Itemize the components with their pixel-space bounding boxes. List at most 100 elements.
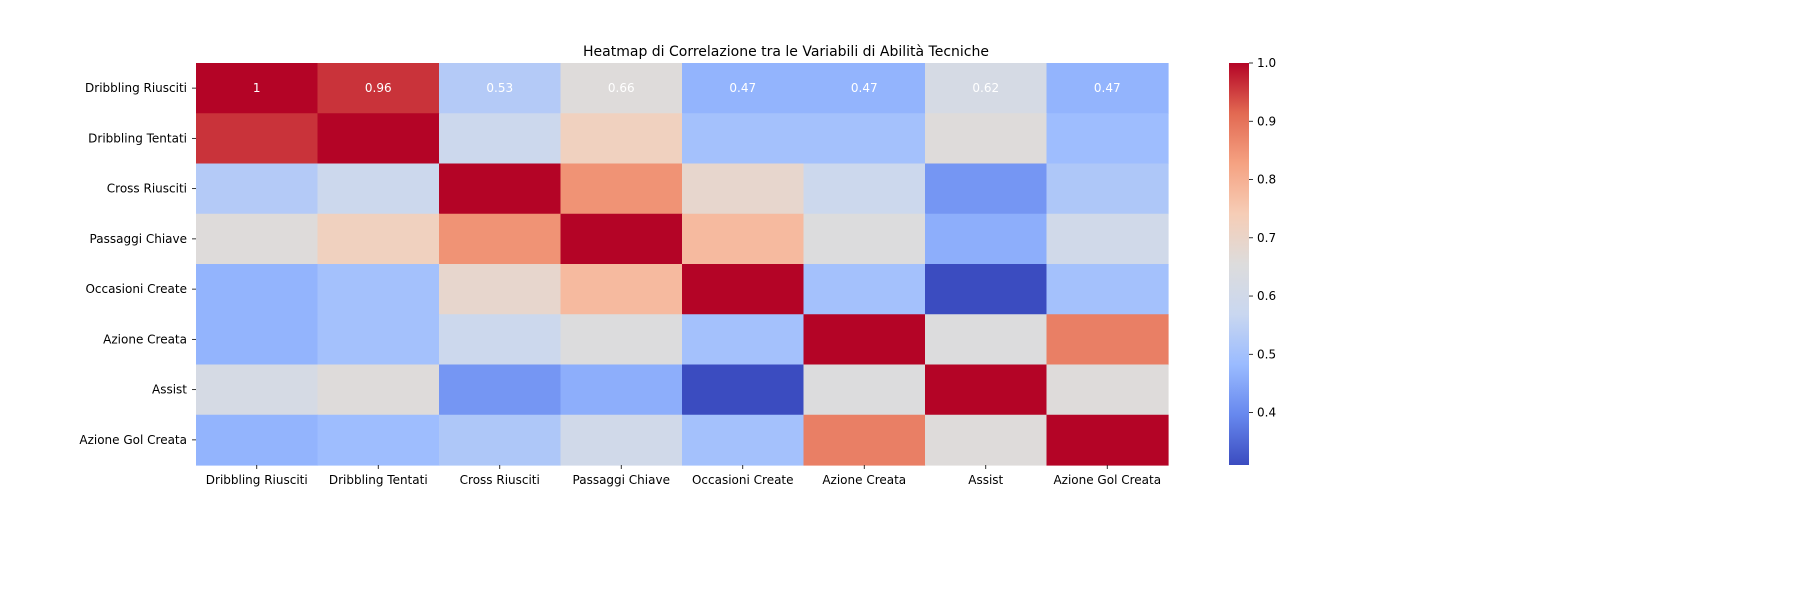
heatmap-cell (682, 213, 805, 265)
column-label: Azione Creata (822, 473, 906, 487)
column-label: Azione Gol Creata (1053, 473, 1161, 487)
column-label: Dribbling Tentati (329, 473, 428, 487)
colorbar-tick-label: 0.8 (1257, 173, 1276, 187)
colorbar-tick-label: 0.5 (1257, 347, 1276, 361)
heatmap-cell (560, 63, 683, 114)
row-label: Occasioni Create (85, 282, 187, 296)
heatmap-cell (196, 414, 319, 466)
heatmap-cell (803, 314, 926, 366)
colorbar-tick-label: 0.6 (1257, 289, 1276, 303)
heatmap-cell (803, 163, 926, 215)
heatmap-cell (682, 264, 805, 315)
colorbar-tick-label: 0.7 (1257, 231, 1276, 245)
heatmap-cell (682, 364, 805, 416)
heatmap-cell (925, 414, 1048, 466)
heatmap-cell (1046, 63, 1169, 114)
heatmap-cell (1046, 213, 1169, 265)
heatmap-cell (682, 314, 805, 366)
heatmap-cell (560, 314, 683, 366)
colorbar-gradient (1229, 63, 1249, 465)
row-label: Azione Creata (103, 332, 187, 346)
heatmap-cell (803, 63, 926, 114)
heatmap-cell (439, 63, 562, 114)
column-label: Cross Riusciti (460, 473, 540, 487)
heatmap-cell (317, 414, 440, 466)
cell-annotation: 0.53 (486, 81, 513, 95)
colorbar-tick-label: 1.0 (1257, 56, 1276, 70)
heatmap-cell (196, 314, 319, 366)
column-label: Occasioni Create (692, 473, 794, 487)
column-label: Dribbling Riusciti (206, 473, 308, 487)
heatmap-cell (317, 314, 440, 366)
row-label: Cross Riusciti (107, 182, 187, 196)
heatmap-cell (196, 113, 319, 165)
heatmap-cell (1046, 364, 1169, 416)
heatmap-cell (1046, 163, 1169, 215)
heatmap-cell (560, 113, 683, 165)
row-labels: Dribbling Riusciti Dribbling Tentati Cross… (79, 81, 196, 447)
column-label: Assist (968, 473, 1003, 487)
colorbar: 0.4 0.5 0.6 0.7 0.8 0.9 1.0 (1229, 56, 1276, 465)
heatmap-cell (317, 213, 440, 265)
heatmap-cell (925, 63, 1048, 114)
heatmap-cell (196, 63, 319, 114)
cell-annotation: 0.66 (608, 81, 635, 95)
heatmap-cell (317, 113, 440, 165)
heatmap-cell (560, 364, 683, 416)
heatmap-cell (560, 414, 683, 466)
cell-annotation: 0.47 (729, 81, 756, 95)
row-label: Assist (152, 383, 187, 397)
heatmap-cell (925, 264, 1048, 315)
heatmap-cell (925, 113, 1048, 165)
heatmap-cell (925, 213, 1048, 265)
cell-annotation: 0.47 (851, 81, 878, 95)
heatmap-cell (439, 364, 562, 416)
heatmap-cells (196, 63, 1169, 466)
heatmap-cell (803, 264, 926, 315)
colorbar-tick-label: 0.4 (1257, 406, 1276, 420)
heatmap-cell (1046, 314, 1169, 366)
heatmap-cell (925, 364, 1048, 416)
heatmap-cell (682, 113, 805, 165)
column-label: Passaggi Chiave (573, 473, 670, 487)
heatmap-cell (803, 213, 926, 265)
heatmap-cell (317, 264, 440, 315)
heatmap-cell (439, 163, 562, 215)
heatmap-cell (317, 63, 440, 114)
heatmap-cell (196, 213, 319, 265)
heatmap-cell (317, 364, 440, 416)
heatmap-cell (196, 163, 319, 215)
row-label: Passaggi Chiave (90, 232, 187, 246)
heatmap-cell (560, 213, 683, 265)
heatmap-cell (439, 314, 562, 366)
cell-annotation: 1 (253, 81, 261, 95)
heatmap-cell (682, 163, 805, 215)
heatmap-cell (803, 364, 926, 416)
cell-annotation: 0.62 (972, 81, 999, 95)
heatmap-cell (560, 264, 683, 315)
heatmap-cell (1046, 264, 1169, 315)
heatmap-cell (560, 163, 683, 215)
heatmap-cell (925, 314, 1048, 366)
cell-annotation: 0.47 (1094, 81, 1121, 95)
heatmap-cell (439, 113, 562, 165)
cell-annotation: 0.96 (365, 81, 392, 95)
row-label: Dribbling Riusciti (85, 81, 187, 95)
colorbar-tick-label: 0.9 (1257, 114, 1276, 128)
heatmap-cell (439, 213, 562, 265)
heatmap-cell (196, 264, 319, 315)
heatmap-cell (196, 364, 319, 416)
column-labels: Dribbling Riusciti Dribbling Tentati Cross… (206, 465, 1161, 487)
heatmap-cell (1046, 113, 1169, 165)
heatmap-cell (682, 414, 805, 466)
row-label: Azione Gol Creata (79, 433, 187, 447)
heatmap-cell (1046, 414, 1169, 466)
chart-title: Heatmap di Correlazione tra le Variabili… (583, 44, 989, 60)
heatmap-cell (682, 63, 805, 114)
heatmap-cell (803, 113, 926, 165)
heatmap-cell (803, 414, 926, 466)
cell-annotations: 1 0.96 0.53 0.66 0.47 0.47 0.62 0.47 (253, 81, 1121, 95)
heatmap-cell (317, 163, 440, 215)
heatmap-cell (439, 264, 562, 315)
